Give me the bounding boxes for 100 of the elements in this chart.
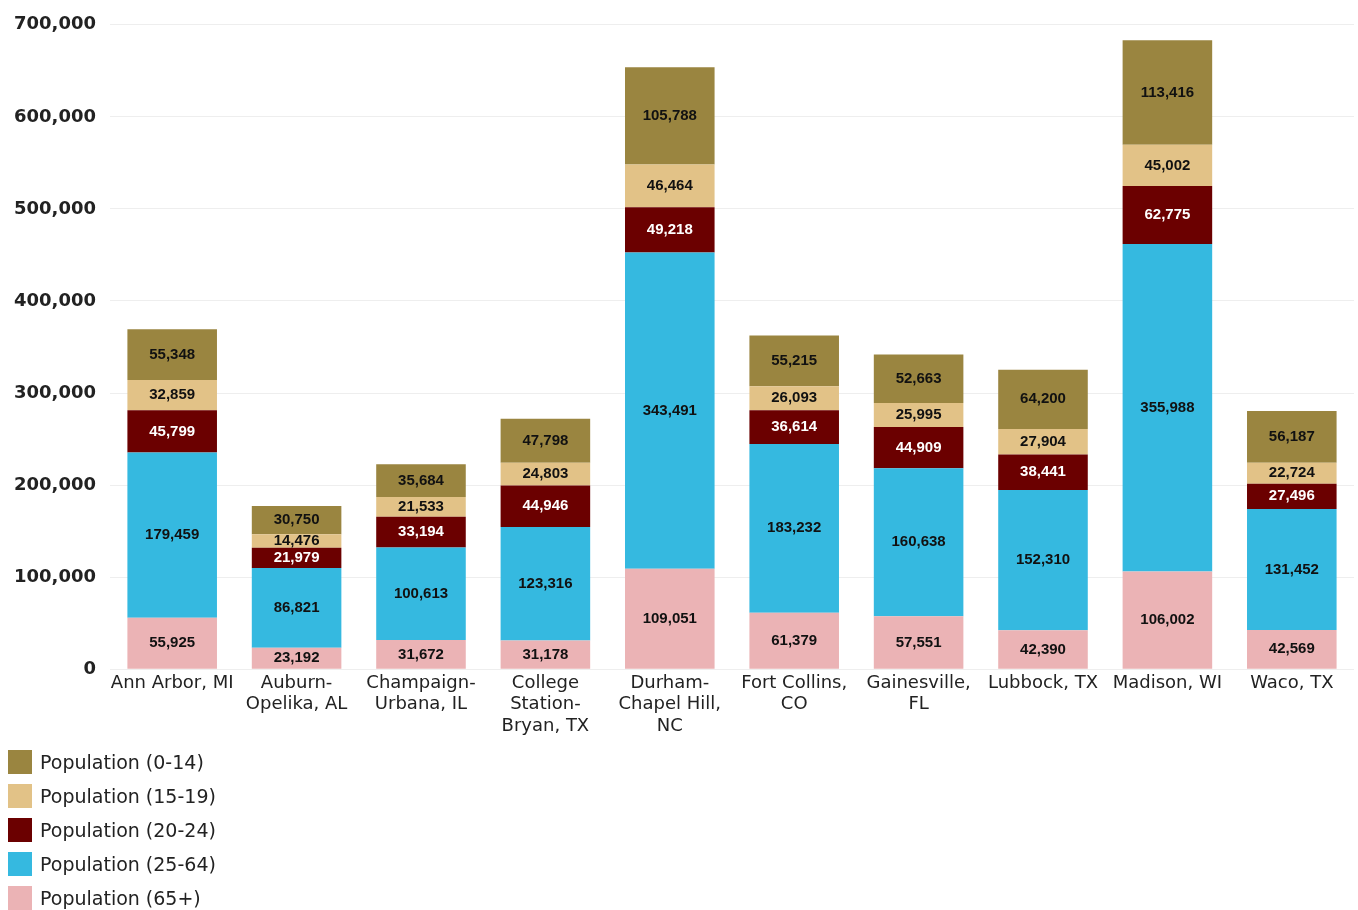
x-tick-label: Ann Arbor, MI [110, 670, 234, 692]
data-label: 86,821 [273, 598, 320, 616]
data-label: 100,613 [393, 583, 449, 601]
bar [1247, 509, 1337, 631]
data-label: 343,491 [642, 400, 697, 418]
bar [625, 252, 715, 569]
data-label: 56,187 [1268, 427, 1315, 445]
y-tick-label: 500,000 [14, 196, 96, 218]
x-tick-label: College Station-Bryan, TX [501, 670, 590, 735]
data-label: 113,416 [1140, 82, 1195, 100]
bar [998, 630, 1088, 669]
bar [1122, 144, 1213, 187]
bar [873, 427, 964, 469]
data-label: 183,232 [767, 518, 822, 536]
bar [625, 207, 715, 253]
data-label: 42,569 [1268, 639, 1315, 657]
data-label: 30,750 [273, 510, 320, 528]
legend-label: Population (0-14) [40, 751, 204, 773]
bar [127, 410, 217, 453]
bar [1247, 411, 1337, 463]
data-label: 38,441 [1020, 462, 1066, 480]
data-label: 44,946 [522, 496, 569, 514]
bar [376, 547, 466, 641]
bar [998, 454, 1088, 490]
data-label: 35,684 [398, 470, 445, 488]
bar [749, 444, 839, 613]
data-label: 24,803 [522, 464, 569, 482]
bar [749, 410, 839, 445]
x-tick-label: Auburn-Opelika, AL [245, 670, 348, 714]
data-label: 45,002 [1144, 155, 1191, 173]
data-label: 160,638 [891, 532, 946, 550]
data-label: 105,788 [642, 105, 697, 123]
bar [500, 526, 591, 641]
data-label: 131,452 [1264, 559, 1319, 577]
bar [749, 612, 839, 669]
x-tick-label: Durham-Chapel Hill, NC [618, 670, 722, 735]
data-label: 27,904 [1020, 431, 1067, 449]
data-label: 23,192 [273, 648, 320, 666]
legend-label: Population (65+) [40, 887, 201, 909]
data-label: 32,859 [149, 385, 196, 403]
x-tick-label: Lubbock, TX [987, 670, 1099, 692]
bar [873, 616, 964, 669]
bar [251, 567, 342, 648]
y-tick-label: 0 [83, 656, 96, 678]
bar [749, 335, 839, 387]
bar [376, 640, 466, 669]
x-tick-label: Waco, TX [1250, 670, 1334, 692]
y-tick-label: 700,000 [14, 12, 96, 34]
bar [376, 464, 466, 498]
data-label: 106,002 [1140, 610, 1195, 628]
y-tick-label: 600,000 [14, 104, 96, 126]
data-label: 33,194 [398, 522, 445, 540]
data-label: 52,663 [895, 368, 942, 386]
bar [625, 164, 715, 208]
data-label: 55,348 [149, 344, 196, 362]
bar [127, 329, 217, 381]
x-tick-label: Madison, WI [1112, 670, 1223, 692]
x-tick-label: Gainesville, FL [866, 670, 971, 714]
data-label: 179,459 [145, 525, 200, 543]
data-label: 26,093 [771, 388, 818, 406]
bar [873, 354, 964, 404]
bar [873, 468, 964, 617]
bar [1122, 571, 1213, 669]
data-label: 109,051 [642, 608, 697, 626]
data-label: 55,925 [149, 633, 196, 651]
x-tick-label: Champaign-Urbana, IL [366, 670, 476, 714]
data-label: 14,476 [273, 531, 320, 549]
data-label: 42,390 [1020, 639, 1066, 657]
data-label: 152,310 [1015, 550, 1071, 568]
bar [625, 568, 715, 669]
bar [998, 369, 1088, 429]
data-label: 27,496 [1268, 486, 1315, 504]
data-label: 47,798 [522, 430, 569, 448]
data-label: 64,200 [1020, 389, 1066, 407]
bar [500, 640, 591, 669]
y-tick-label: 400,000 [14, 288, 96, 310]
data-label: 355,988 [1140, 397, 1195, 415]
bar [1122, 186, 1213, 244]
data-label: 55,215 [771, 351, 818, 369]
data-label: 22,724 [1268, 463, 1316, 481]
data-label: 61,379 [771, 630, 818, 648]
y-tick-label: 100,000 [14, 564, 96, 586]
data-label: 45,799 [149, 421, 196, 439]
bar [127, 617, 217, 669]
y-tick-label: 300,000 [14, 380, 96, 402]
data-label: 21,979 [273, 547, 320, 565]
bar [500, 485, 591, 527]
data-label: 49,218 [646, 220, 693, 238]
data-label: 36,614 [771, 417, 818, 435]
data-label: 62,775 [1144, 205, 1191, 223]
bar [625, 67, 715, 165]
data-label: 44,909 [895, 437, 942, 455]
data-label: 21,533 [398, 497, 444, 515]
data-label: 57,551 [895, 632, 942, 650]
y-tick-label: 200,000 [14, 472, 96, 494]
legend-label: Population (15-19) [40, 785, 216, 807]
bar [998, 489, 1088, 631]
bar [127, 452, 217, 618]
data-label: 123,316 [518, 573, 573, 591]
legend-label: Population (20-24) [40, 819, 216, 841]
